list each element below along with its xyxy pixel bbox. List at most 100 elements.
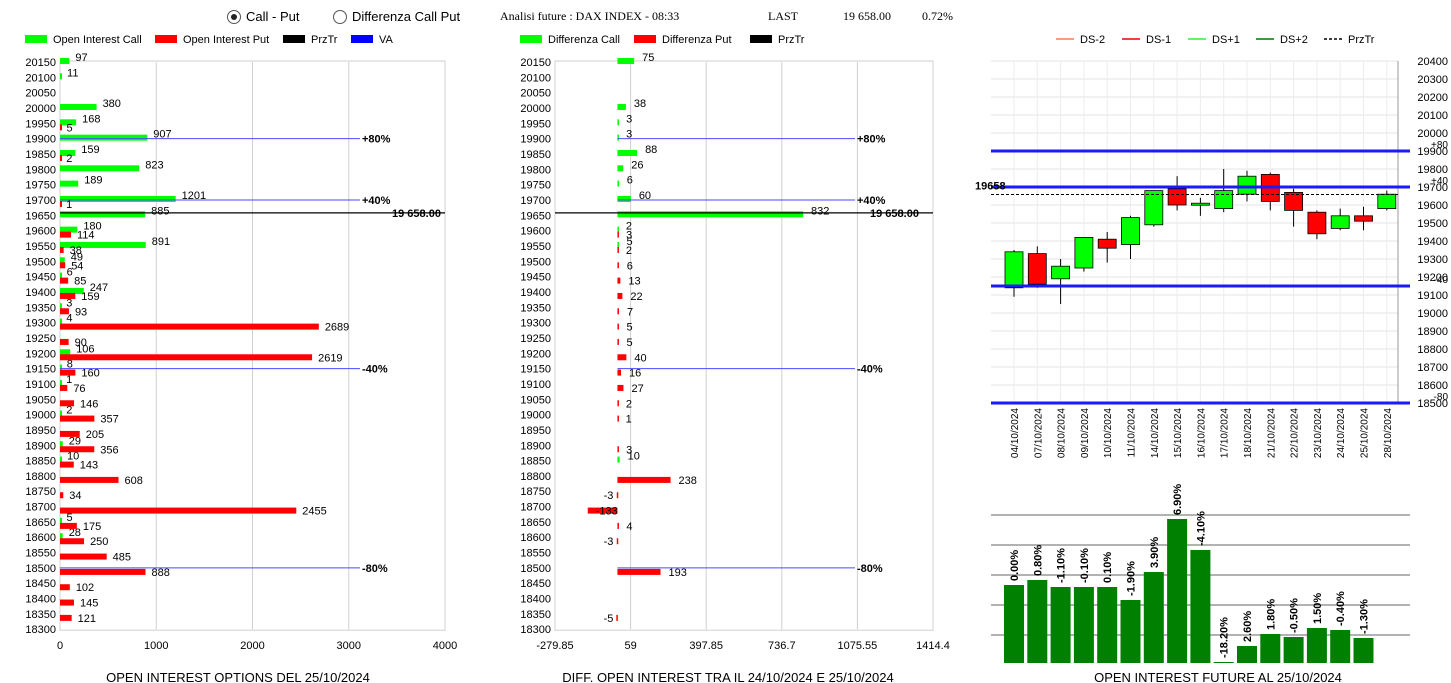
c1-put-bar bbox=[60, 568, 146, 575]
c2-call-bar bbox=[617, 149, 638, 156]
c3-candle bbox=[1377, 193, 1397, 209]
c2-put-label: 6 bbox=[627, 260, 633, 272]
c3-candle bbox=[1354, 215, 1373, 222]
c1-call-label: 8 bbox=[67, 359, 73, 371]
c2-strike-label: 20150 bbox=[520, 57, 551, 69]
c1-call-bar bbox=[60, 134, 148, 141]
c2-strike-label: 19200 bbox=[520, 348, 551, 360]
c1-put-label: 34 bbox=[69, 490, 81, 502]
c2-strike-label: 19450 bbox=[520, 272, 551, 284]
c1-legend-label-3: VA bbox=[379, 34, 394, 46]
c1-strike-label: 20000 bbox=[25, 103, 56, 115]
c1-put-label: 160 bbox=[81, 368, 99, 380]
c3-tick-label: 19400 bbox=[1417, 236, 1448, 248]
c1-call-bar bbox=[60, 73, 62, 80]
c1-put-label: 146 bbox=[80, 398, 98, 410]
c1-call-bar bbox=[60, 303, 62, 310]
radio-diff-label: Differenza Call Put bbox=[352, 9, 461, 24]
c3-tick-label: 18900 bbox=[1417, 326, 1448, 338]
c1-put-label: 102 bbox=[76, 582, 94, 594]
c1-call-bar bbox=[60, 241, 146, 248]
c1-tick-label: 2000 bbox=[240, 640, 264, 652]
c2-legend-swatch-1 bbox=[634, 35, 656, 43]
c1-call-label: 11 bbox=[67, 67, 78, 79]
c2-call-bar bbox=[617, 456, 620, 463]
c3-candle bbox=[1167, 188, 1187, 206]
c1-call-bar bbox=[60, 195, 176, 202]
c2-strike-label: 19700 bbox=[520, 195, 551, 207]
c2-put-bar bbox=[617, 246, 619, 253]
c2-put-label: 2 bbox=[626, 398, 632, 410]
c1-put-label: 90 bbox=[75, 337, 87, 349]
c2-strike-label: 18550 bbox=[520, 548, 551, 560]
c2-put-label: -3 bbox=[604, 490, 614, 502]
c3-date-label: 17/10/2024 bbox=[1220, 408, 1231, 458]
c4-value-label: 1.80% bbox=[1265, 599, 1277, 630]
c3-candle bbox=[1004, 251, 1024, 289]
c1-call-label: 6 bbox=[67, 267, 73, 279]
c4-value-label: -4.10% bbox=[1195, 511, 1207, 546]
c4-bar bbox=[1213, 662, 1234, 663]
c4-bar bbox=[1353, 638, 1374, 663]
c1-level-label: -80% bbox=[362, 563, 388, 575]
c2-call-label: 832 bbox=[811, 205, 829, 217]
c1-strike-label: 19050 bbox=[25, 394, 56, 406]
c3-date-label: 14/10/2024 bbox=[1150, 408, 1161, 458]
c2-put-bar bbox=[617, 446, 619, 453]
c1-strike-label: 19700 bbox=[25, 195, 56, 207]
c3-candle bbox=[1051, 265, 1070, 280]
c1-call-label: 29 bbox=[69, 435, 81, 447]
c1-put-label: 175 bbox=[83, 521, 101, 533]
c2-strike-label: 18950 bbox=[520, 425, 551, 437]
c1-strike-label: 19650 bbox=[25, 210, 56, 222]
c1-call-label: 97 bbox=[75, 52, 87, 64]
c3-legend-label-2: DS+1 bbox=[1212, 34, 1240, 46]
c4-value-label: 0.10% bbox=[1102, 552, 1114, 583]
c1-put-bar bbox=[60, 476, 119, 483]
c2-strike-label: 19500 bbox=[520, 256, 551, 268]
c1-strike-label: 19550 bbox=[25, 241, 56, 253]
c1-put-label: 121 bbox=[78, 613, 96, 625]
c4-bar bbox=[1167, 519, 1188, 663]
c1-legend-swatch-1 bbox=[155, 35, 177, 43]
c1-strike-label: 18550 bbox=[25, 548, 56, 560]
c1-strike-label: 19750 bbox=[25, 180, 56, 192]
c2-strike-label: 18800 bbox=[520, 471, 551, 483]
c2-call-bar bbox=[617, 165, 624, 172]
c1-strike-label: 19500 bbox=[25, 256, 56, 268]
c4-bar bbox=[1237, 646, 1257, 663]
c3-legend-label-3: DS+2 bbox=[1280, 34, 1308, 46]
c4-bar bbox=[1073, 587, 1094, 663]
c3-candle bbox=[1144, 190, 1164, 226]
c3-tick-label: 19300 bbox=[1417, 254, 1448, 266]
c1-put-label: 143 bbox=[80, 460, 98, 472]
c2-put-bar bbox=[617, 415, 619, 422]
c2-put-label: 3 bbox=[626, 230, 632, 242]
c2-call-label: 3 bbox=[626, 113, 632, 125]
c1-put-bar bbox=[60, 430, 80, 437]
c3-tick-label: 19500 bbox=[1417, 218, 1448, 230]
last-value: 19 658.00 bbox=[843, 9, 891, 23]
c3-date-label: 15/10/2024 bbox=[1173, 408, 1184, 458]
c3-candle bbox=[1027, 253, 1047, 285]
c4-bar bbox=[1143, 572, 1164, 663]
radio-call-put[interactable]: Call - Put bbox=[227, 9, 299, 24]
radio-diff-call-put[interactable]: Differenza Call Put bbox=[333, 9, 460, 24]
c2-put-bar bbox=[616, 538, 619, 545]
c1-call-bar bbox=[60, 441, 63, 448]
c2-put-bar bbox=[617, 277, 621, 284]
c2-legend-label-0: Differenza Call bbox=[548, 34, 620, 46]
c3-tick-label: 19700 bbox=[1417, 182, 1448, 194]
c1-strike-label: 18700 bbox=[25, 502, 56, 514]
c4-value-label: -0.10% bbox=[1079, 548, 1091, 583]
c3-candle bbox=[1121, 217, 1140, 246]
c2-strike-label: 19350 bbox=[520, 302, 551, 314]
c1-put-bar bbox=[60, 415, 95, 422]
c2-put-bar bbox=[617, 338, 619, 345]
c1-strike-label: 19450 bbox=[25, 272, 56, 284]
c1-call-label: 1201 bbox=[182, 190, 206, 202]
c1-strike-label: 19000 bbox=[25, 410, 56, 422]
c1-call-label: 5 bbox=[66, 512, 72, 524]
c1-strike-label: 19950 bbox=[25, 118, 56, 130]
page-title: Analisi future : DAX INDEX - 08:33 bbox=[500, 9, 680, 23]
